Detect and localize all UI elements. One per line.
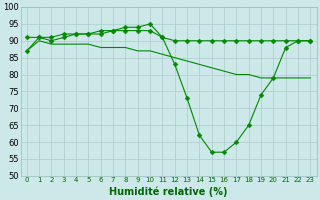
X-axis label: Humidité relative (%): Humidité relative (%): [109, 186, 228, 197]
